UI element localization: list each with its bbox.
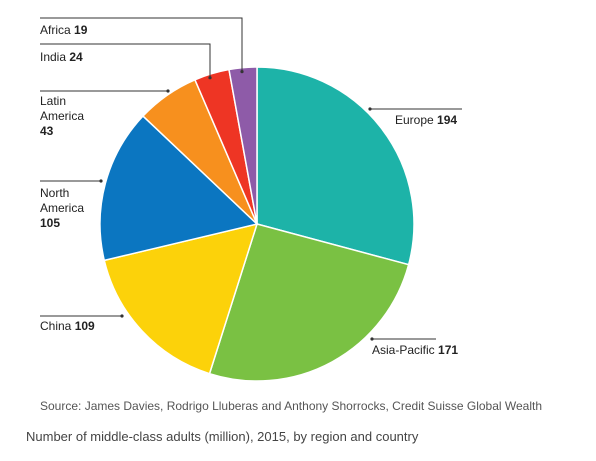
leader-line-africa xyxy=(40,17,243,72)
source-note: Source: James Davies, Rodrigo Lluberas a… xyxy=(40,399,543,413)
slice-label-china: China 109 xyxy=(40,319,95,333)
pie-slice-asia-pacific xyxy=(208,223,410,382)
slice-labels: Europe 194 Asia-Pacific 171 China 109 North… xyxy=(40,23,458,357)
slice-value-latin-america: 43 xyxy=(40,124,54,138)
slice-label-asia-pacific: Asia-Pacific 171 xyxy=(372,343,458,357)
pie-chart: Europe 194 Asia-Pacific 171 China 109 North… xyxy=(40,17,462,382)
pie-slices xyxy=(99,66,415,382)
leader-lines xyxy=(40,17,462,341)
chart-caption: Number of middle-class adults (million),… xyxy=(26,429,419,444)
leader-line-india xyxy=(40,43,211,78)
slice-label-india: India 24 xyxy=(40,50,83,64)
leader-dot-latin-america xyxy=(166,89,170,93)
slice-label-north-america: North America 105 xyxy=(40,186,84,230)
slice-label-africa: Africa 19 xyxy=(40,23,88,37)
leader-dot-india xyxy=(208,76,212,80)
slice-value-africa: 19 xyxy=(74,23,88,37)
leader-dot-asia-pacific xyxy=(370,337,374,341)
leader-dot-china xyxy=(120,314,124,318)
slice-label-latin-america: Latin America 43 xyxy=(40,94,84,138)
pie-slice-africa xyxy=(228,66,258,225)
pie-slice-europe xyxy=(256,66,415,266)
leader-dot-europe xyxy=(368,107,372,111)
leader-dot-africa xyxy=(240,70,244,74)
slice-value-india: 24 xyxy=(69,50,83,64)
slice-label-europe: Europe 194 xyxy=(395,113,457,127)
slice-value-north-america: 105 xyxy=(40,216,60,230)
slice-value-asia-pacific: 171 xyxy=(438,343,458,357)
leader-dot-north-america xyxy=(99,179,103,183)
pie-slice-north-america xyxy=(99,114,259,262)
slice-value-china: 109 xyxy=(75,319,95,333)
slice-value-europe: 194 xyxy=(437,113,457,127)
pie-slice-china xyxy=(103,222,259,375)
